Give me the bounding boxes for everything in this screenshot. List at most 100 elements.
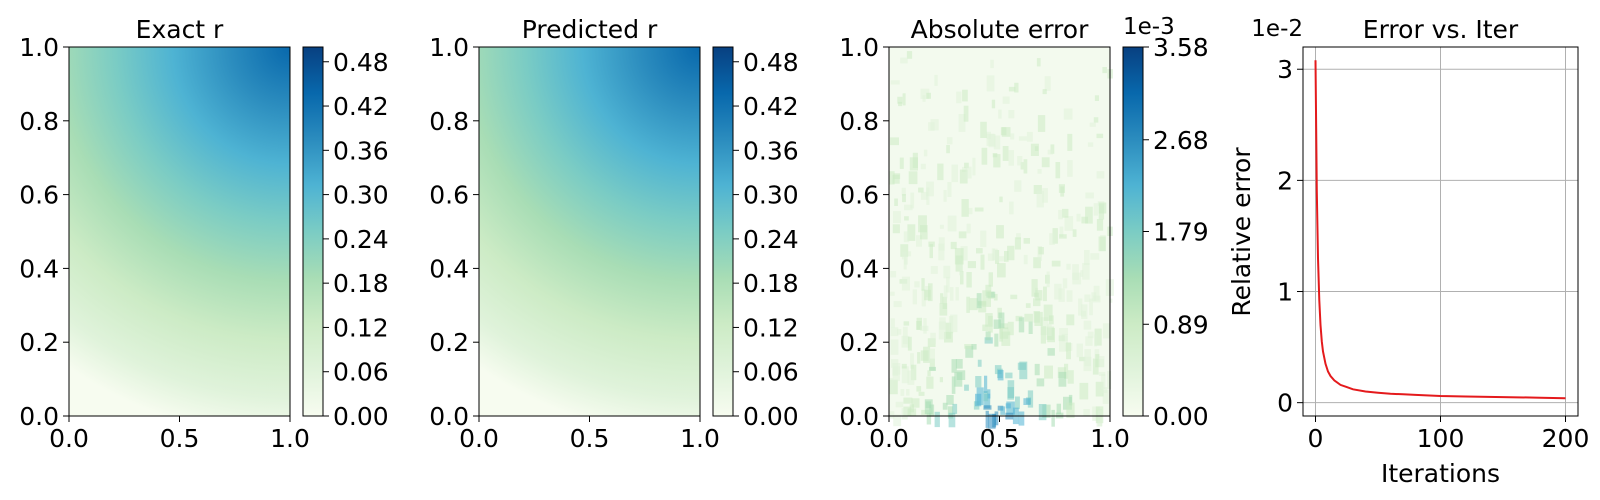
error-speckle: [929, 358, 935, 371]
error-speckle: [980, 121, 987, 138]
error-speckle: [946, 137, 953, 145]
x-tick-label: 100: [1417, 424, 1465, 453]
error-speckle: [1009, 201, 1014, 215]
error-speckle: [991, 99, 996, 109]
error-speckle: [902, 93, 906, 106]
colorbar-tick-label: 0.18: [743, 269, 799, 298]
error-speckle: [937, 163, 944, 181]
error-speckle: [999, 327, 1003, 342]
error-speckle: [983, 405, 992, 410]
error-speckle: [938, 243, 945, 261]
error-speckle: [893, 414, 902, 427]
error-speckle: [988, 315, 993, 333]
error-speckle: [1066, 342, 1071, 360]
error-speckle: [1026, 131, 1033, 142]
x-tick-label: 0.0: [49, 424, 89, 453]
error-speckle: [901, 251, 907, 260]
error-speckle: [1095, 381, 1104, 397]
error-speckle: [986, 131, 991, 140]
error-speckle: [930, 119, 939, 131]
error-speckle: [1004, 251, 1009, 262]
error-speckle: [893, 173, 901, 180]
chart-title: Error vs. Iter: [1363, 15, 1519, 44]
error-speckle: [907, 224, 916, 241]
colorbar-tick-label: 0.89: [1153, 310, 1209, 339]
error-speckle: [890, 318, 895, 328]
error-speckle: [939, 377, 943, 383]
error-speckle: [986, 75, 995, 92]
error-speckle: [892, 224, 900, 234]
error-speckle: [968, 207, 973, 215]
error-speckle: [923, 149, 928, 157]
error-speckle: [889, 379, 898, 395]
error-speckle: [998, 109, 1002, 119]
error-speckle: [1036, 58, 1041, 67]
error-speckle: [1040, 317, 1049, 336]
error-speckle: [954, 248, 964, 265]
error-speckle: [984, 337, 993, 344]
error-speckle: [912, 289, 917, 305]
error-speckle: [1059, 328, 1068, 336]
error-speckle: [1066, 402, 1075, 418]
error-speckle: [993, 248, 998, 260]
error-speckle: [924, 289, 931, 301]
error-speckle: [1101, 387, 1108, 393]
error-speckle: [985, 331, 991, 341]
error-speckle: [1005, 372, 1013, 379]
error-speckle: [1002, 146, 1009, 161]
error-speckle: [1099, 356, 1105, 368]
error-speckle: [1098, 236, 1106, 252]
error-speckle: [1050, 144, 1055, 154]
colorbar-tick-label: 0.06: [743, 358, 799, 387]
error-speckle: [890, 137, 899, 146]
error-speckle: [1042, 89, 1047, 95]
error-speckle: [921, 278, 925, 291]
error-speckle: [950, 314, 958, 333]
x-tick-label: 0.5: [980, 424, 1020, 453]
error-speckle: [1080, 270, 1084, 277]
error-speckle: [1093, 203, 1099, 216]
error-speckle: [1033, 298, 1041, 307]
y-tick-label: 0.2: [429, 328, 469, 357]
chart-title: Exact r: [136, 15, 224, 44]
colorbar-tick-label: 0.24: [743, 225, 799, 254]
error-speckle: [1001, 127, 1011, 137]
error-speckle: [912, 152, 918, 168]
x-tick-label: 0.0: [869, 424, 909, 453]
error-speckle: [920, 88, 930, 99]
error-speckle: [1094, 95, 1099, 101]
error-speckle: [988, 413, 996, 429]
colorbar-tick-label: 1.79: [1153, 218, 1209, 247]
error-speckle: [890, 327, 899, 337]
error-speckle: [1085, 336, 1093, 346]
error-speckle: [1096, 133, 1104, 139]
error-speckle: [1031, 279, 1038, 297]
error-speckle: [1047, 149, 1053, 155]
error-speckle: [1059, 226, 1064, 237]
error-speckle: [1055, 162, 1061, 179]
error-speckle: [966, 296, 970, 313]
error-speckle: [948, 412, 956, 428]
error-speckle: [1044, 365, 1053, 379]
error-speckle: [1023, 254, 1028, 265]
error-speckle: [916, 386, 922, 392]
error-speckle: [1018, 136, 1027, 141]
error-speckle: [1078, 298, 1083, 316]
error-speckle: [1058, 288, 1065, 302]
error-speckle: [1094, 334, 1098, 347]
error-speckle: [1010, 133, 1015, 140]
error-speckle: [980, 230, 987, 248]
error-speckle: [918, 391, 925, 396]
error-speckle: [1007, 321, 1014, 336]
y-offset-label: 1e-2: [1251, 16, 1303, 42]
error-speckle: [998, 312, 1005, 329]
error-speckle: [900, 57, 908, 64]
error-speckle: [1015, 396, 1020, 410]
error-speckle: [914, 281, 920, 288]
colorbar-tick-label: 0.12: [333, 313, 389, 342]
error-speckle: [1095, 354, 1100, 368]
error-speckle: [934, 74, 938, 86]
error-speckle: [1093, 285, 1100, 301]
error-speckle: [926, 92, 931, 99]
error-speckle: [901, 363, 907, 369]
